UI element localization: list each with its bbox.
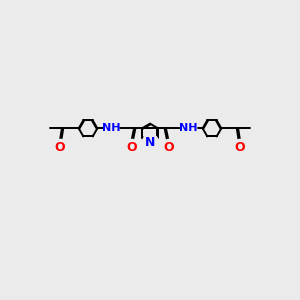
- Text: NH: NH: [102, 123, 121, 133]
- Text: NH: NH: [179, 123, 198, 133]
- Text: O: O: [55, 140, 65, 154]
- Text: O: O: [235, 140, 245, 154]
- Text: O: O: [126, 140, 137, 154]
- Text: O: O: [163, 140, 174, 154]
- Text: N: N: [145, 136, 155, 149]
